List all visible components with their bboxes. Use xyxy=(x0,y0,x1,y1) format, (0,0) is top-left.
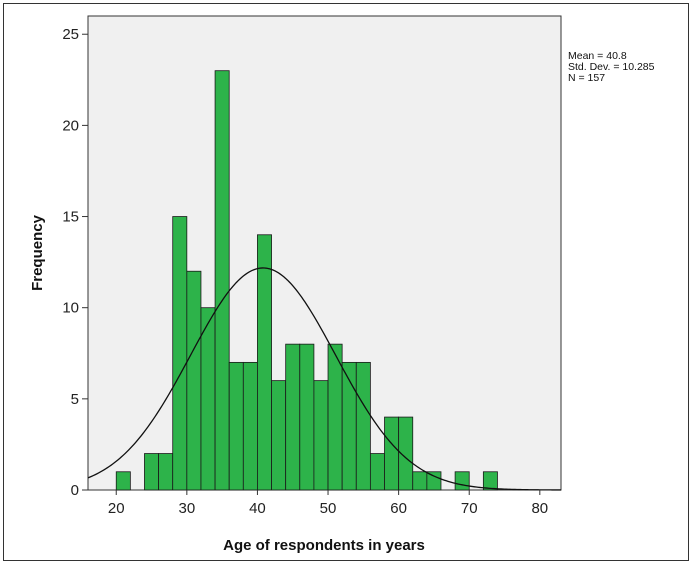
histogram-bar-26 xyxy=(158,453,174,491)
y-tick-label-10: 10 xyxy=(62,300,79,317)
x-tick-label-50: 50 xyxy=(320,500,337,517)
x-tick-label-70: 70 xyxy=(461,500,478,517)
histogram-bar-42 xyxy=(271,380,287,491)
histogram-bar-60 xyxy=(398,416,414,491)
histogram-bar-72 xyxy=(482,471,498,491)
histogram-bar-38 xyxy=(242,361,258,491)
histogram-bar-32 xyxy=(200,307,216,491)
histogram-bar-34 xyxy=(214,70,230,491)
stats-box: Mean = 40.8 Std. Dev. = 10.285 N = 157 xyxy=(568,50,655,84)
histogram-bar-46 xyxy=(299,343,315,491)
histogram-bar-56 xyxy=(369,453,385,491)
histogram-bar-30 xyxy=(186,270,202,491)
y-axis: 0 5 10 15 20 25 xyxy=(62,26,88,499)
stats-std-dev: Std. Dev. = 10.285 xyxy=(568,61,655,73)
histogram-bar-64 xyxy=(426,471,442,491)
x-axis-title: Age of respondents in years xyxy=(223,537,425,554)
histogram-bar-44 xyxy=(285,343,301,491)
histogram-bar-50 xyxy=(327,343,343,491)
histogram-bar-68 xyxy=(454,471,470,491)
histogram-bar-40 xyxy=(257,234,272,491)
histogram-bar-58 xyxy=(384,416,400,491)
x-tick-label-40: 40 xyxy=(249,500,266,517)
histogram-bar-28 xyxy=(172,216,188,491)
y-tick-label-0: 0 xyxy=(71,482,79,499)
x-tick-label-20: 20 xyxy=(108,500,125,517)
histogram-bar-62 xyxy=(412,471,428,491)
x-axis: 20 30 40 50 60 70 80 xyxy=(108,490,548,517)
y-tick-label-5: 5 xyxy=(71,391,79,408)
histogram-bars xyxy=(115,70,498,491)
stats-mean: Mean = 40.8 xyxy=(568,50,627,62)
x-tick-label-30: 30 xyxy=(178,500,195,517)
stats-n: N = 157 xyxy=(568,72,605,84)
x-tick-label-80: 80 xyxy=(531,500,548,517)
y-tick-label-15: 15 xyxy=(62,209,79,226)
y-axis-title: Frequency xyxy=(29,214,46,291)
histogram-bar-24 xyxy=(144,453,159,491)
normal-curve xyxy=(87,267,561,491)
histogram-bar-36 xyxy=(228,361,244,491)
histogram-bar-52 xyxy=(341,361,357,491)
y-tick-label-20: 20 xyxy=(62,117,79,134)
histogram-bar-20 xyxy=(115,471,131,491)
histogram-bar-48 xyxy=(313,380,329,491)
histogram-bar-54 xyxy=(355,361,371,491)
y-tick-label-25: 25 xyxy=(62,26,79,43)
x-tick-label-60: 60 xyxy=(390,500,407,517)
